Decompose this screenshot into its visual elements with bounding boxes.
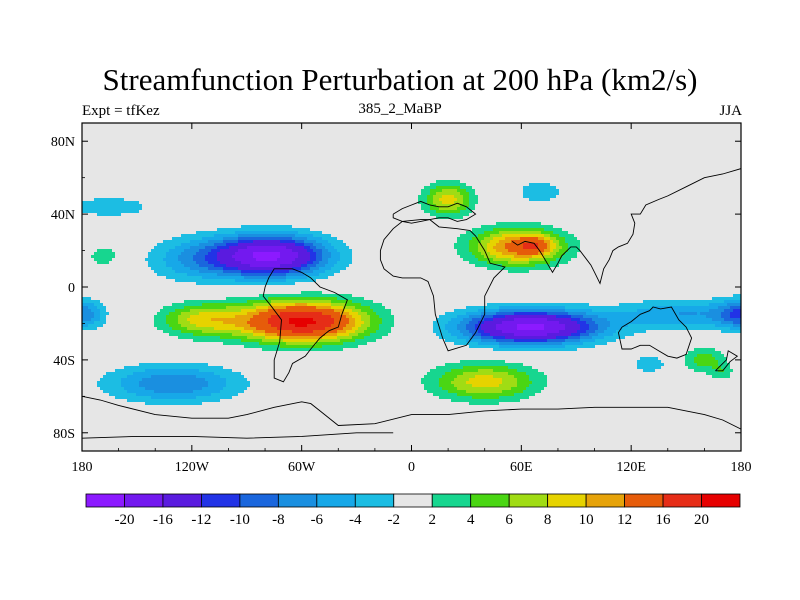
contour-field bbox=[82, 123, 743, 454]
